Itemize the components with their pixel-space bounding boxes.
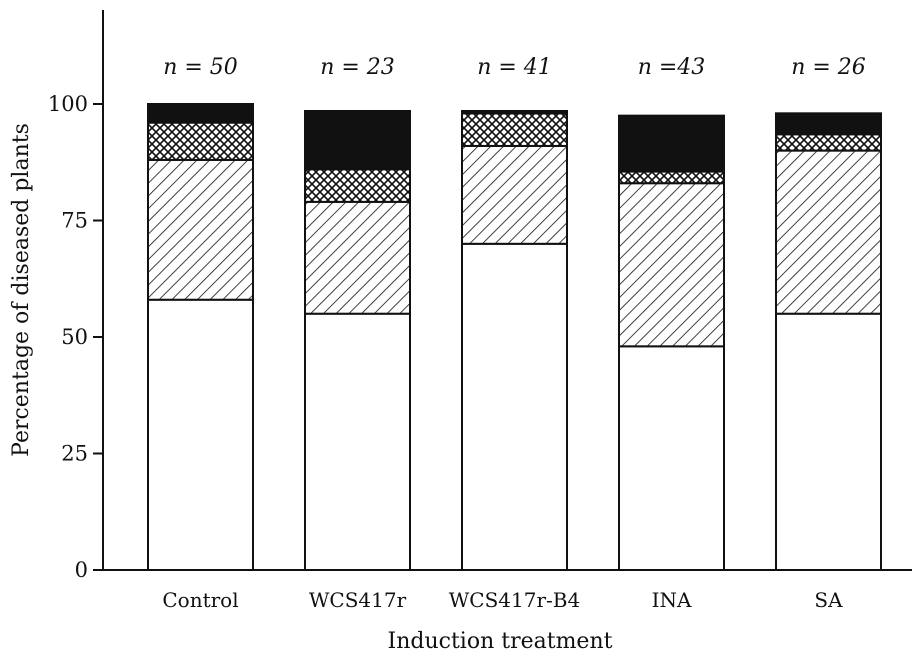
sample-size-label: n = 26 <box>791 55 866 80</box>
bar-segment-diagonal-hatch <box>304 200 411 315</box>
category-label: Control <box>162 588 238 612</box>
bar-segment-solid-black <box>147 103 254 124</box>
sample-size-labels: n = 50 n = 23 n = 41 n =43 n = 26 <box>163 55 866 80</box>
bar-segment-diagonal-hatch <box>775 149 882 315</box>
category-label: WCS417r <box>309 588 407 612</box>
bar-segment-solid-black <box>304 109 411 171</box>
bar-segment-none <box>147 298 254 571</box>
y-axis-ticks: 0 25 50 75 100 <box>48 92 103 582</box>
y-tick-label: 50 <box>61 325 88 349</box>
category-labels: Control WCS417r WCS417r-B4 INA SA <box>162 588 843 612</box>
bar-segment-solid-black <box>618 114 725 173</box>
y-tick-label: 25 <box>61 442 88 466</box>
bar-segment-crosshatch <box>147 121 254 161</box>
bar-segment-crosshatch <box>304 168 411 203</box>
category-label: INA <box>652 588 692 612</box>
bar-segment-none <box>618 345 725 571</box>
bar-segment-diagonal-hatch <box>618 182 725 348</box>
bar-segment-diagonal-hatch <box>147 158 254 301</box>
bar-segment-none <box>775 312 882 571</box>
bar-stack <box>304 109 411 571</box>
bar-stack <box>775 112 882 571</box>
x-axis-title: Induction treatment <box>388 629 613 654</box>
bar-segment-crosshatch <box>461 112 568 147</box>
sample-size-label: n = 50 <box>163 55 238 80</box>
bar-stack <box>618 114 725 571</box>
bar-segment-diagonal-hatch <box>461 144 568 245</box>
y-tick-label: 75 <box>61 209 88 233</box>
y-axis-title: Percentage of diseased plants <box>9 123 34 457</box>
bar-segment-crosshatch <box>618 170 725 185</box>
category-label: WCS417r-B4 <box>449 588 580 612</box>
bar-stack <box>147 103 254 571</box>
bar-segment-solid-black <box>775 112 882 136</box>
bar-segment-solid-black <box>461 109 568 115</box>
bar-segment-none <box>304 312 411 571</box>
y-tick-label: 0 <box>75 558 88 582</box>
bar-stack <box>461 109 568 572</box>
bar-segment-crosshatch <box>775 133 882 152</box>
y-tick-label: 100 <box>48 92 88 116</box>
sample-size-label: n = 41 <box>477 55 552 80</box>
sample-size-label: n =43 <box>638 55 706 80</box>
bar-segment-none <box>461 242 568 572</box>
sample-size-label: n = 23 <box>320 55 395 80</box>
bars-group <box>147 103 882 572</box>
category-label: SA <box>814 588 843 612</box>
